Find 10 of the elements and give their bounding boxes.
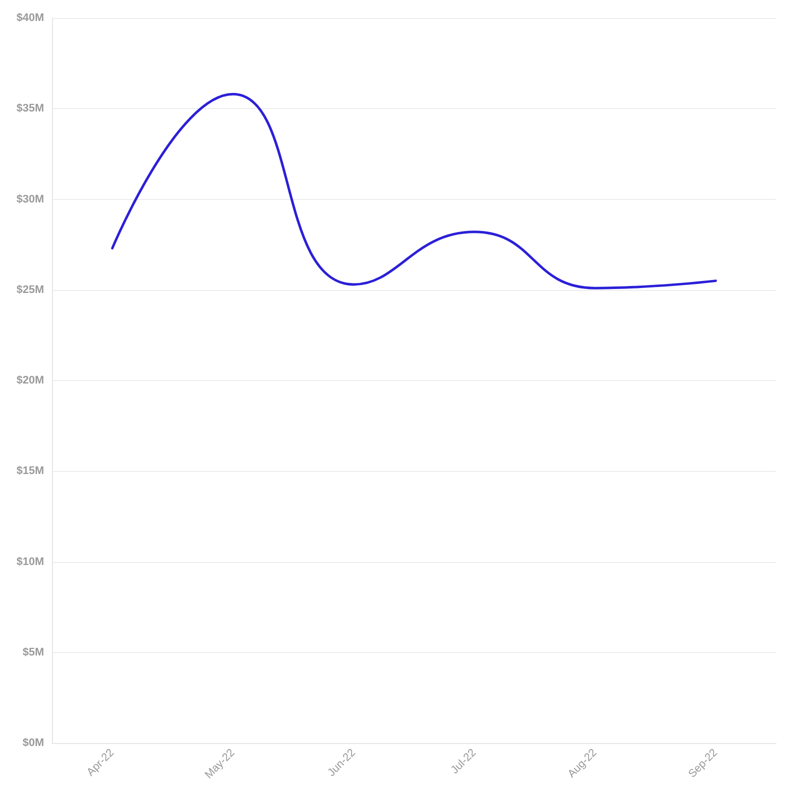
y-tick-label: $30M bbox=[16, 193, 44, 206]
y-tick-label: $0M bbox=[22, 737, 44, 749]
y-tick-label: $25M bbox=[16, 284, 44, 296]
y-tick-label: $5M bbox=[22, 646, 44, 658]
line-series bbox=[111, 92, 717, 290]
y-tick-label: $35M bbox=[16, 102, 44, 115]
y-tick-label: $20M bbox=[16, 374, 44, 386]
y-tick-label: $10M bbox=[16, 556, 44, 568]
y-tick-label: $40M bbox=[16, 12, 44, 24]
y-tick-label: $15M bbox=[16, 465, 44, 478]
